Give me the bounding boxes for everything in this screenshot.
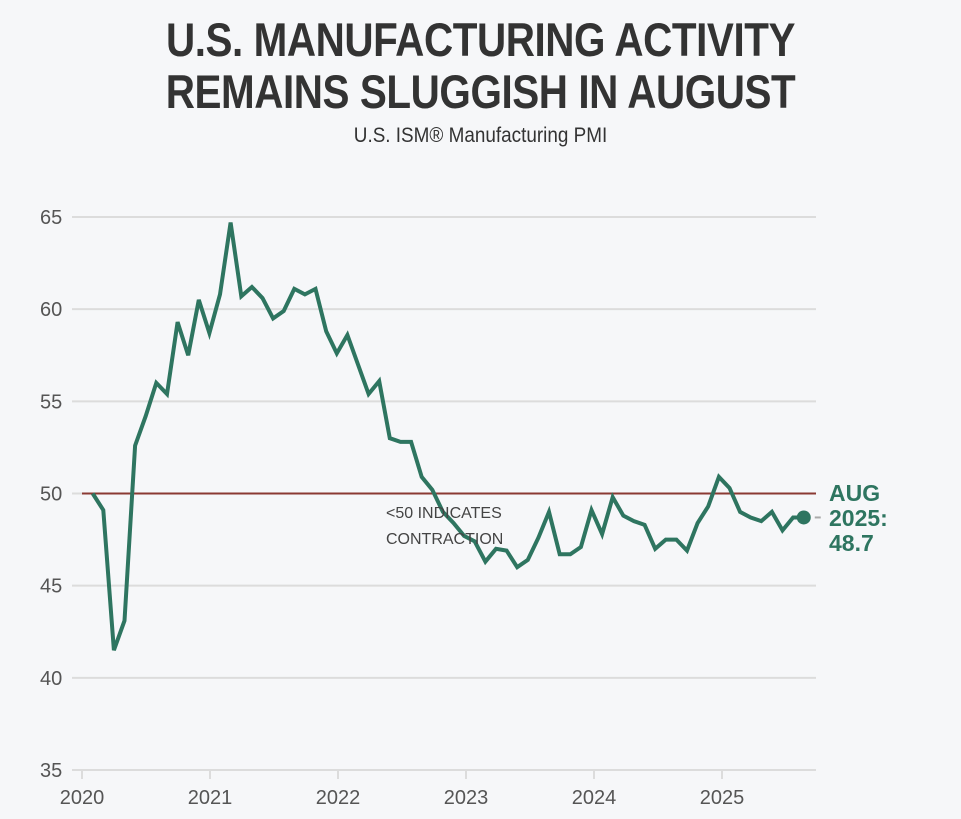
- chart-title-line-1: U.S. MANUFACTURING ACTIVITY: [165, 13, 796, 66]
- chart-title: U.S. MANUFACTURING ACTIVITY REMAINS SLUG…: [67, 14, 893, 118]
- y-tick-label: 35: [40, 760, 62, 782]
- y-tick-label: 50: [40, 484, 62, 506]
- x-tick-label: 2025: [700, 787, 745, 809]
- y-tick-label: 40: [40, 668, 62, 690]
- x-tick-label: 2023: [444, 787, 489, 809]
- y-tick-label: 45: [40, 576, 62, 598]
- chart-title-line-2: REMAINS SLUGGISH IN AUGUST: [165, 65, 796, 118]
- callout-year: 2025:: [829, 505, 888, 531]
- latest-value-marker: [796, 510, 811, 525]
- x-tick-label: 2022: [316, 787, 361, 809]
- callout-month: AUG: [829, 480, 880, 506]
- contraction-annotation-line-2: CONTRACTION: [386, 531, 503, 548]
- contraction-annotation-line-1: <50 INDICATES: [386, 505, 502, 522]
- x-tick-label: 2020: [60, 787, 105, 809]
- x-axis-ticks: 2020 2021 2022 2023 2024 2025: [60, 770, 745, 809]
- pmi-series-line: [91, 222, 804, 651]
- x-tick-label: 2021: [188, 787, 233, 809]
- y-tick-label: 60: [40, 299, 62, 321]
- chart-subtitle: U.S. ISM® Manufacturing PMI: [353, 124, 608, 147]
- callout-value: 48.7: [829, 530, 874, 556]
- x-tick-label: 2024: [572, 787, 617, 809]
- y-tick-label: 65: [40, 207, 62, 229]
- y-axis-ticks: 35 40 45 50 55 60 65: [40, 207, 62, 782]
- y-tick-label: 55: [40, 391, 62, 413]
